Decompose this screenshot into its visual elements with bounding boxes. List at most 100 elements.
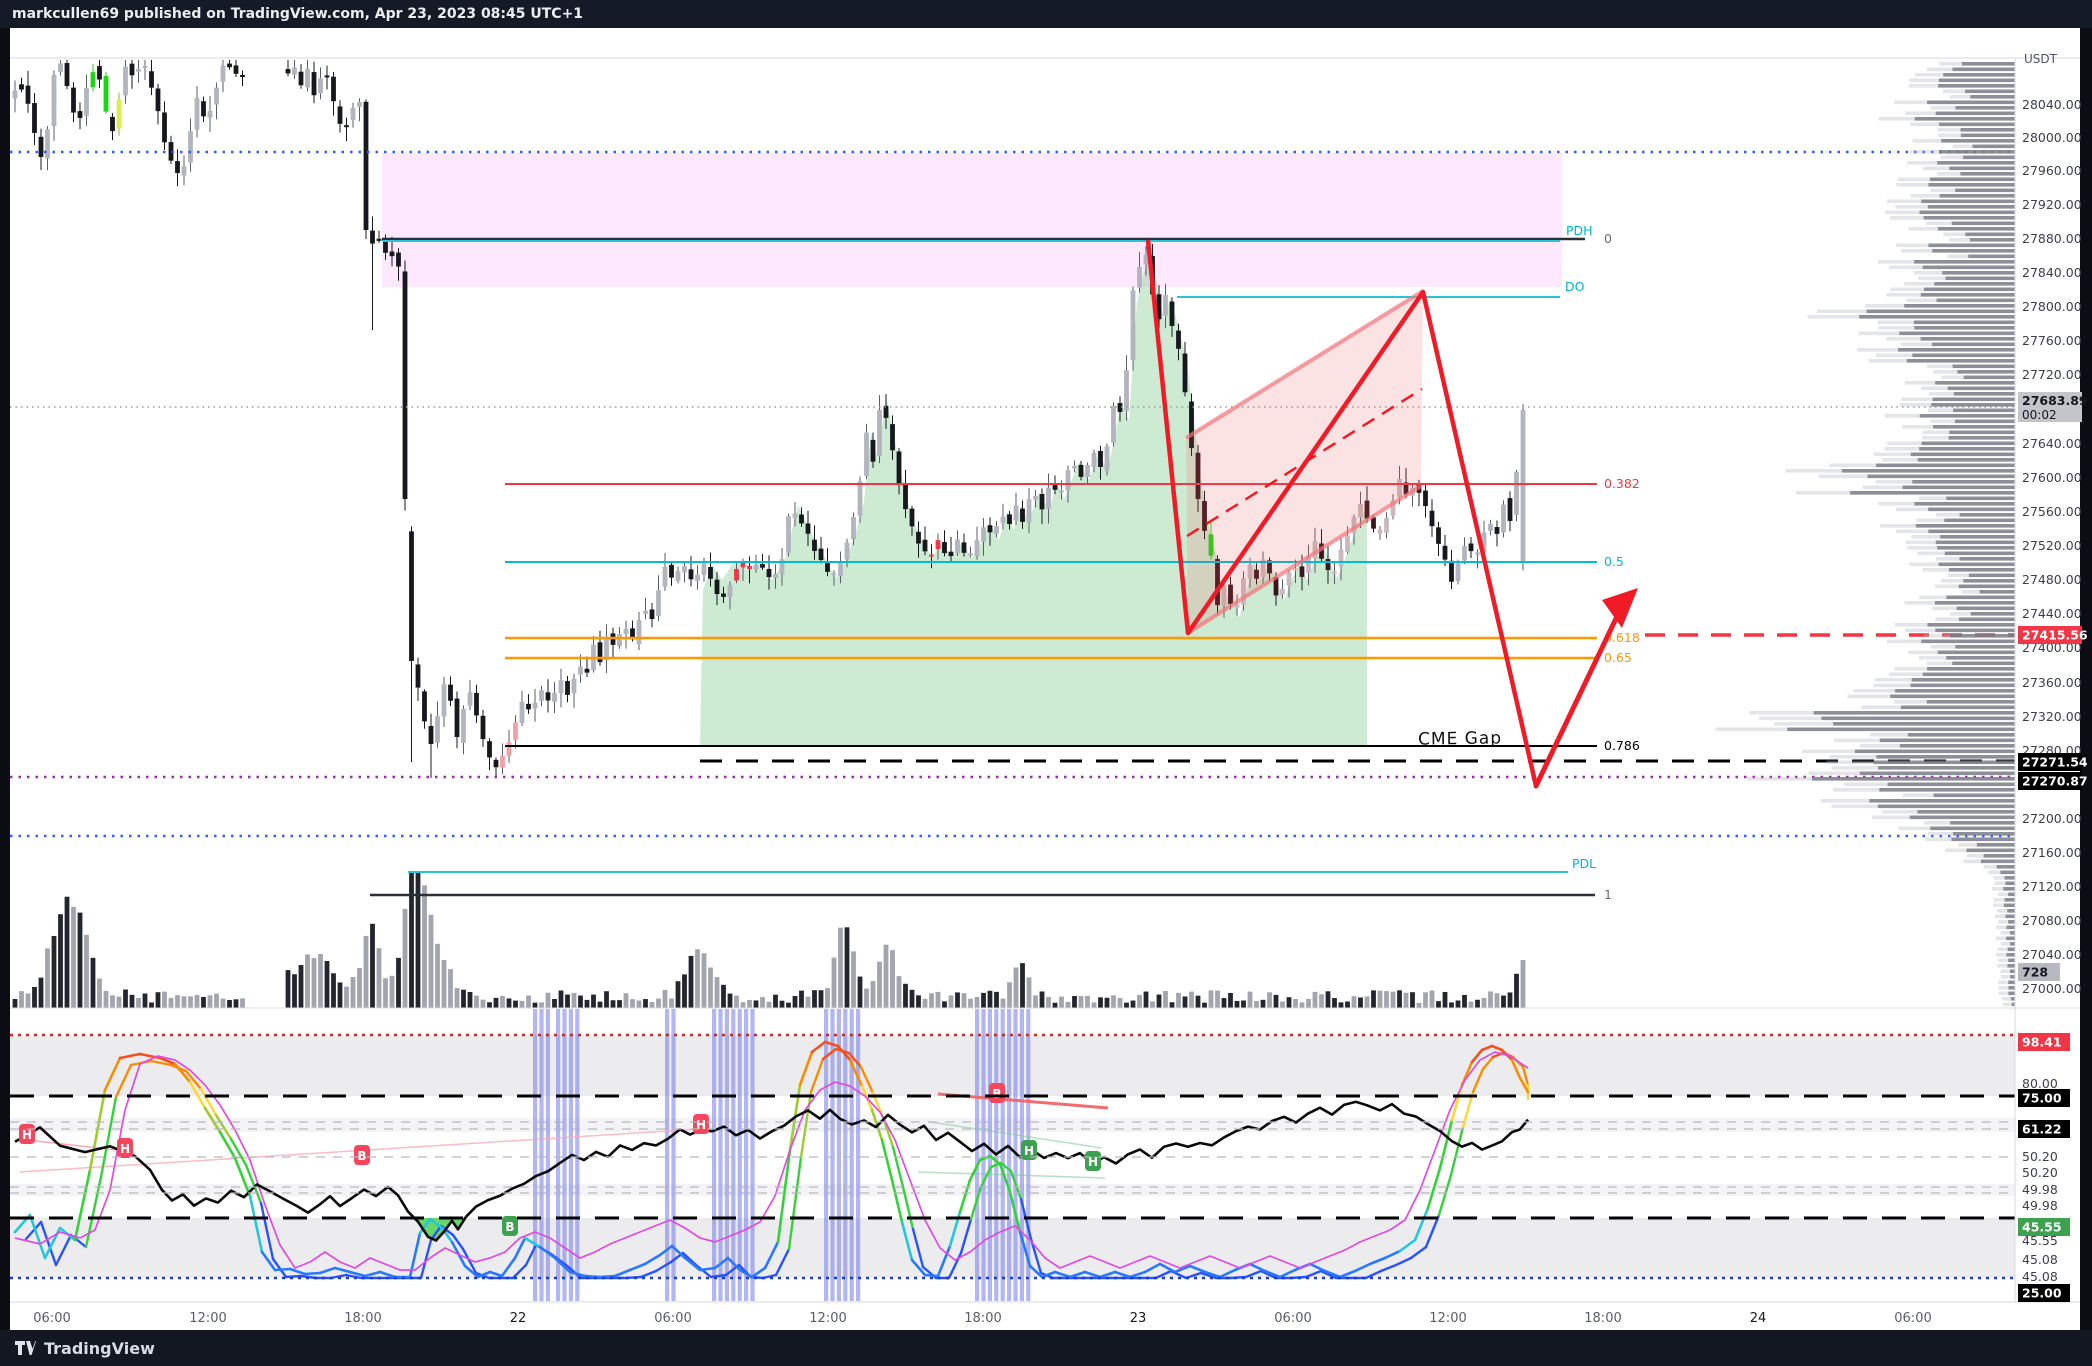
oscillator-gradient-line [418, 1217, 432, 1235]
oscillator-gradient-line [776, 1148, 792, 1244]
volume-bar [90, 957, 96, 1008]
profile-row [1914, 326, 2015, 330]
volume-bar [929, 993, 934, 1008]
volume-bar [526, 995, 531, 1008]
channel-upper-line[interactable] [1184, 289, 1425, 440]
profile-row [2008, 920, 2015, 924]
signal-badge-letter: H [696, 1118, 706, 1132]
candle-body [1306, 555, 1311, 573]
oscillator-gradient-line [173, 1062, 192, 1084]
oscillator-gradient-line [1028, 1264, 1044, 1279]
candle-body [337, 106, 343, 124]
oscillator-gradient-line [1470, 1048, 1484, 1064]
profile-row [1920, 293, 2015, 297]
signal-highlight-band [750, 1009, 755, 1301]
profile-row [1972, 144, 2015, 149]
volume-bar [389, 975, 395, 1008]
profile-row [2000, 870, 2015, 875]
volume-bar [441, 960, 447, 1008]
projection-arrow-shaft[interactable] [1533, 603, 1625, 789]
pdh-label: PDH [1566, 223, 1593, 238]
projection-arrow-head[interactable] [1602, 588, 1638, 628]
profile-row [2006, 936, 2015, 941]
time-tick-label: 12:00 [1429, 1311, 1466, 1326]
candle-body [1351, 517, 1357, 534]
signal-badge-H[interactable]: H [1021, 1140, 1037, 1160]
oscillator-gradient-line [1018, 1230, 1032, 1268]
volume-bar [1234, 1000, 1240, 1008]
signal-badge-B[interactable]: B [502, 1216, 518, 1236]
divergence-line[interactable] [929, 1121, 1103, 1149]
oscillator-gradient-line [28, 1213, 47, 1260]
volume-bar [545, 992, 551, 1008]
oscillator-slow-gradient-line [271, 1257, 288, 1279]
signal-badge-B[interactable]: B [354, 1145, 370, 1165]
profile-row [1932, 397, 2015, 402]
oscillator-gradient-line [998, 1162, 1012, 1194]
profile-row [1955, 188, 2015, 193]
oscillator-gradient-line [73, 1168, 92, 1242]
profile-row [1902, 485, 2015, 490]
profile-row [1876, 463, 2015, 468]
oscillator-gradient-line [763, 1240, 780, 1270]
signal-badge-letter: H [1088, 1155, 1098, 1169]
signal-badge-letter: B [505, 1220, 514, 1234]
volume-bar [38, 977, 44, 1008]
tradingview-brand-text[interactable]: TradingView [44, 1338, 155, 1358]
candle-body [1345, 535, 1350, 552]
tradingview-logo-icon[interactable] [14, 1338, 36, 1358]
profile-row [1939, 150, 2015, 154]
oscillator-gradient-line [318, 1266, 337, 1275]
time-tick-label: 06:00 [33, 1311, 70, 1326]
channel-lower-line[interactable] [1186, 484, 1423, 635]
projection-zigzag-line[interactable] [1145, 239, 1539, 787]
oscillator-slow-gradient-line [1379, 1263, 1398, 1273]
volume-bar [747, 999, 752, 1008]
time-tick-label: 06:00 [1894, 1311, 1931, 1326]
oscillator-gradient-line [968, 1158, 982, 1182]
signal-badge-H[interactable]: H [117, 1138, 133, 1158]
oscillator-gradient-line [1128, 1270, 1147, 1279]
volume-bar [708, 967, 713, 1008]
volume-bar [812, 990, 817, 1008]
candle-body [480, 715, 486, 740]
profile-row [2003, 887, 2015, 891]
signal-highlight-band [1007, 1009, 1012, 1301]
volume-bar [870, 981, 876, 1008]
supply-zone-box[interactable] [382, 153, 1562, 287]
profile-row [1968, 573, 2015, 578]
volume-bar [688, 955, 694, 1008]
signal-badge-H[interactable]: H [1085, 1151, 1101, 1171]
volume-bar [97, 978, 102, 1008]
oscillator-gradient-line [348, 1270, 367, 1278]
profile-row [1922, 265, 2015, 270]
signal-badge-B[interactable]: B [989, 1083, 1005, 1103]
oscillator-gradient-line [798, 1050, 814, 1087]
signal-badge-H[interactable]: H [693, 1114, 709, 1134]
profile-row [1913, 320, 2015, 325]
profile-row-light [2000, 975, 2015, 979]
signal-badge-H[interactable]: H [19, 1124, 35, 1144]
time-tick-label: 12:00 [189, 1311, 226, 1326]
divergence-line[interactable] [26, 1139, 126, 1152]
volume-bar [630, 999, 635, 1008]
profile-row [1946, 656, 2015, 660]
volume-bar [487, 1002, 492, 1008]
volume-bar [32, 987, 37, 1008]
volume-bar [19, 991, 24, 1008]
profile-row [1960, 133, 2015, 138]
time-axis[interactable]: 06:00 12:00 18:00 22 06:00 12:00 18:00 23 06:00 1… [33, 1311, 1931, 1326]
volume-bar [1260, 999, 1266, 1008]
volume-bar [571, 992, 577, 1008]
candle-body [714, 579, 720, 595]
volume-bar [428, 914, 434, 1008]
volume-bar [51, 935, 57, 1008]
volume-bar [1176, 992, 1181, 1008]
oscillator-slow-gradient-line [1259, 1269, 1278, 1280]
candle-body [1130, 290, 1136, 361]
profile-row [1854, 749, 2015, 754]
price-axis[interactable]: 28040.00 28000.00 27960.00 27920.00 27880.00… [2018, 97, 2088, 1302]
candle-body [669, 564, 674, 578]
volume-bar [396, 957, 401, 1008]
